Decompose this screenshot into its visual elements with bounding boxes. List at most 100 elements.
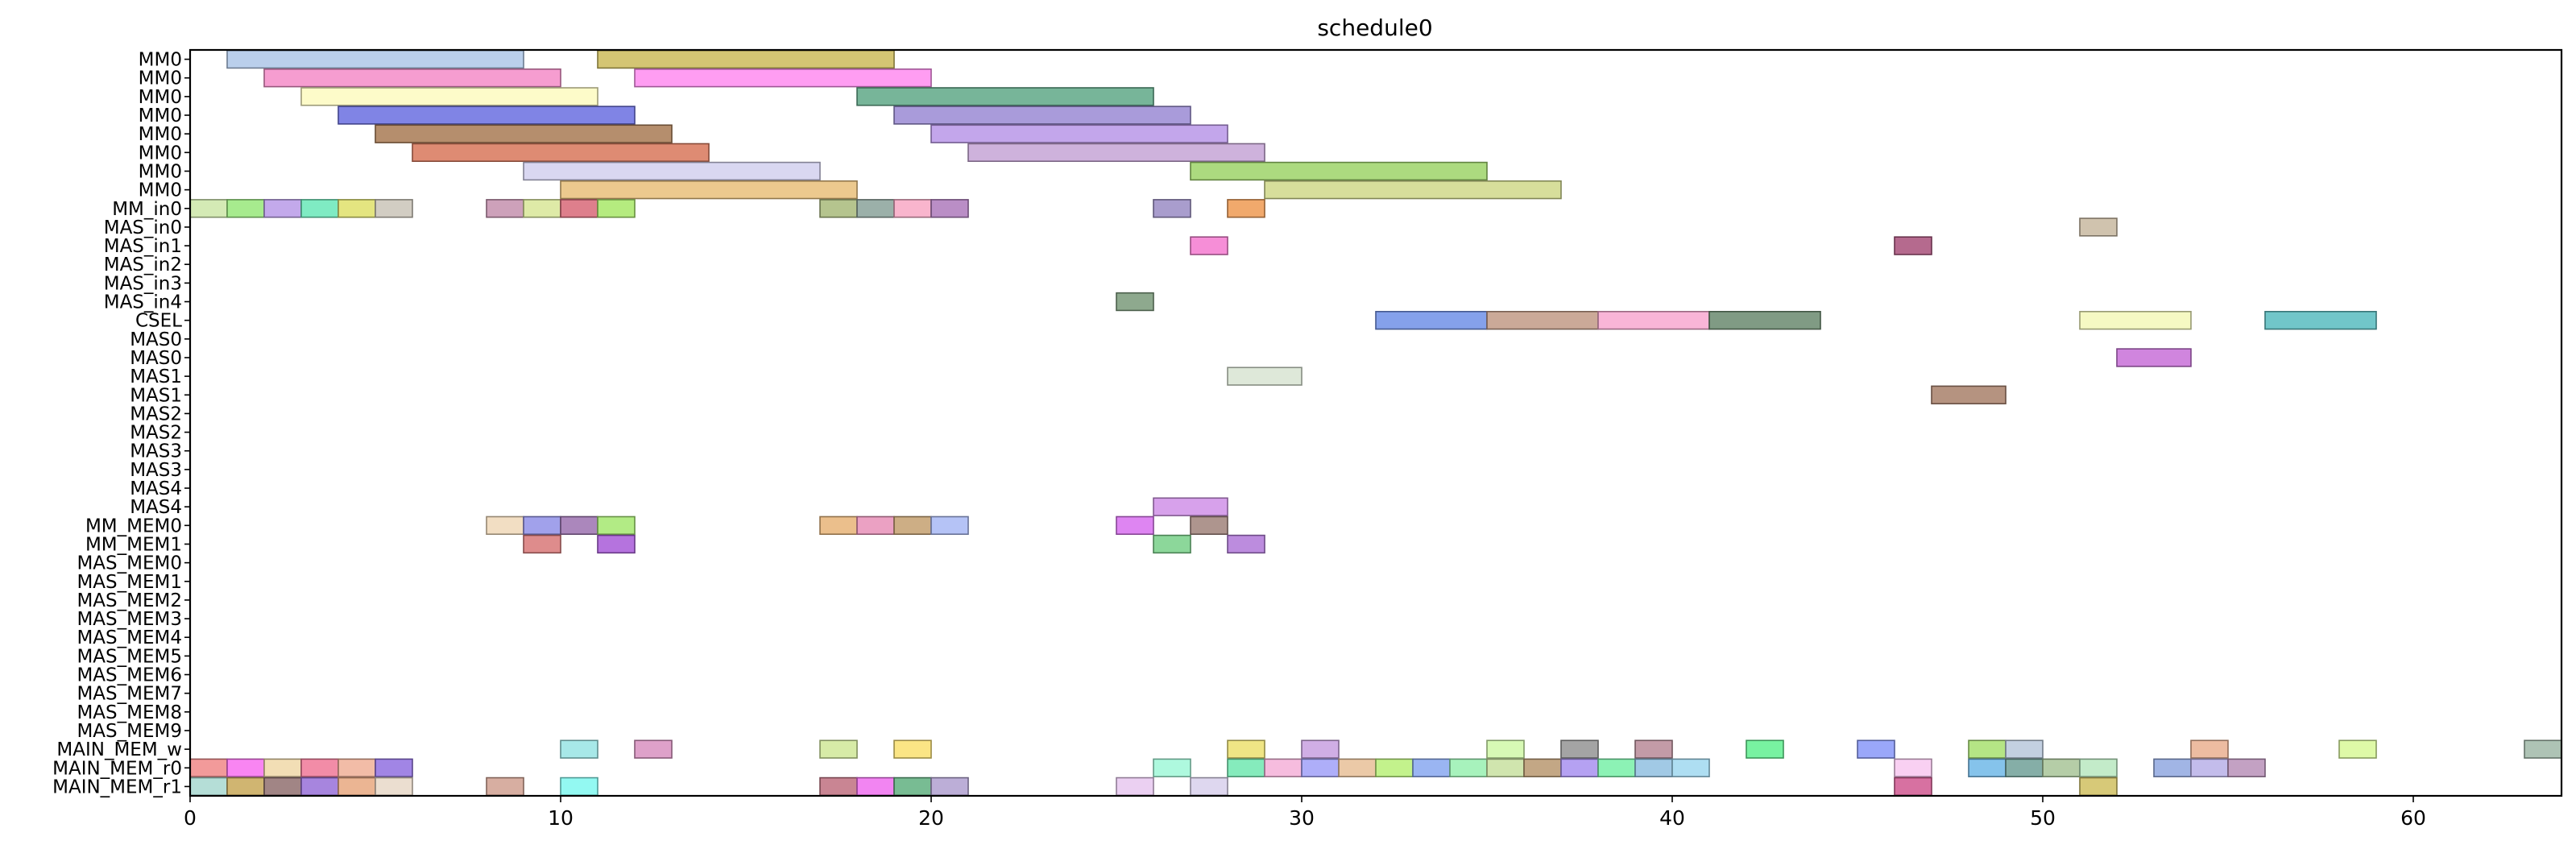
task-bar xyxy=(189,199,228,218)
task-bar xyxy=(1190,161,1488,181)
row-label: MAS3 xyxy=(130,441,182,462)
row-label: MAS_in3 xyxy=(104,273,182,294)
row-label: MM0 xyxy=(139,87,182,108)
x-tick-label: 40 xyxy=(1659,806,1685,830)
task-bar xyxy=(2116,348,2192,367)
task-bar xyxy=(819,199,858,218)
task-bar xyxy=(300,87,598,106)
task-bar xyxy=(560,180,858,200)
task-bar xyxy=(819,516,858,536)
row-label: MAS1 xyxy=(130,385,182,406)
task-bar xyxy=(1597,758,1636,777)
task-bar xyxy=(300,758,339,777)
task-bar xyxy=(634,739,673,759)
task-bar xyxy=(1153,534,1191,554)
row-label: MAS_in4 xyxy=(104,292,182,313)
task-bar xyxy=(1153,199,1191,218)
task-bar xyxy=(560,777,598,797)
task-bar xyxy=(523,199,561,218)
row-label: MAS_MEM9 xyxy=(77,721,182,742)
task-bar xyxy=(1116,292,1154,312)
task-bar xyxy=(1486,310,1599,330)
task-bar xyxy=(967,143,1265,163)
task-bar xyxy=(1746,739,1784,759)
task-bar xyxy=(856,516,895,536)
task-bar xyxy=(226,777,265,797)
task-bar xyxy=(1486,739,1525,759)
task-bar xyxy=(2042,758,2081,777)
task-bar xyxy=(263,199,302,218)
task-bar xyxy=(930,516,969,536)
row-label: MM_MEM0 xyxy=(85,516,182,536)
task-bar xyxy=(1153,497,1228,516)
task-bar xyxy=(597,534,636,554)
task-bar xyxy=(226,199,265,218)
task-bar xyxy=(560,739,598,759)
row-label: MAS4 xyxy=(130,478,182,499)
row-label: MM0 xyxy=(139,68,182,89)
row-label: MAS3 xyxy=(130,460,182,481)
task-bar xyxy=(893,739,932,759)
row-label: MAS0 xyxy=(130,348,182,369)
task-bar xyxy=(263,777,302,797)
task-bar xyxy=(2005,758,2044,777)
x-tick-label: 0 xyxy=(184,806,197,830)
task-bar xyxy=(560,516,598,536)
task-bar xyxy=(263,758,302,777)
task-bar xyxy=(1227,534,1265,554)
row-label: MAS2 xyxy=(130,423,182,444)
task-bars xyxy=(189,49,2562,797)
row-label: MAS_in0 xyxy=(104,217,182,238)
row-label: MAS_in1 xyxy=(104,236,182,257)
task-bar xyxy=(338,777,376,797)
task-bar xyxy=(1301,739,1340,759)
task-bar xyxy=(2524,739,2562,759)
row-label: MAS_MEM8 xyxy=(77,702,182,723)
task-bar xyxy=(300,199,339,218)
row-label: MAS_MEM1 xyxy=(77,572,182,593)
task-bar xyxy=(1449,758,1488,777)
task-bar xyxy=(1894,758,1932,777)
task-bar xyxy=(2153,758,2192,777)
row-label: MAIN_MEM_r0 xyxy=(52,758,182,779)
task-bar xyxy=(1671,758,1710,777)
task-bar xyxy=(226,49,524,69)
x-tick-label: 60 xyxy=(2400,806,2426,830)
row-label: MM0 xyxy=(139,143,182,164)
row-label: MM0 xyxy=(139,180,182,201)
x-tick-label: 50 xyxy=(2030,806,2056,830)
chart-title: schedule0 xyxy=(1317,14,1432,41)
task-bar xyxy=(597,199,636,218)
task-bar xyxy=(1116,777,1154,797)
task-bar xyxy=(1375,758,1414,777)
task-bar xyxy=(2338,739,2377,759)
task-bar xyxy=(2227,758,2266,777)
task-bar xyxy=(486,199,524,218)
task-bar xyxy=(819,739,858,759)
task-bar xyxy=(1968,758,2007,777)
task-bar xyxy=(1227,199,1265,218)
task-bar xyxy=(2079,758,2118,777)
task-bar xyxy=(1264,180,1562,200)
row-label: MAS_MEM5 xyxy=(77,646,182,667)
row-label: MM0 xyxy=(139,124,182,145)
task-bar xyxy=(1190,777,1228,797)
row-label: MAS0 xyxy=(130,329,182,350)
task-bar xyxy=(1857,739,1895,759)
task-bar xyxy=(1190,236,1228,255)
task-bar xyxy=(1968,739,2007,759)
row-label: MAS_MEM2 xyxy=(77,590,182,611)
x-tick-label: 10 xyxy=(548,806,574,830)
task-bar xyxy=(2079,310,2192,330)
task-bar xyxy=(930,124,1228,143)
task-bar xyxy=(893,777,932,797)
row-label: MM0 xyxy=(139,106,182,126)
row-label: CSEL xyxy=(135,311,182,332)
task-bar xyxy=(263,68,561,88)
task-bar xyxy=(523,516,561,536)
task-bar xyxy=(634,68,932,88)
x-axis: 0 10 20 30 40 50 60 xyxy=(184,796,2426,830)
task-bar xyxy=(412,143,710,163)
task-bar xyxy=(1116,516,1154,536)
